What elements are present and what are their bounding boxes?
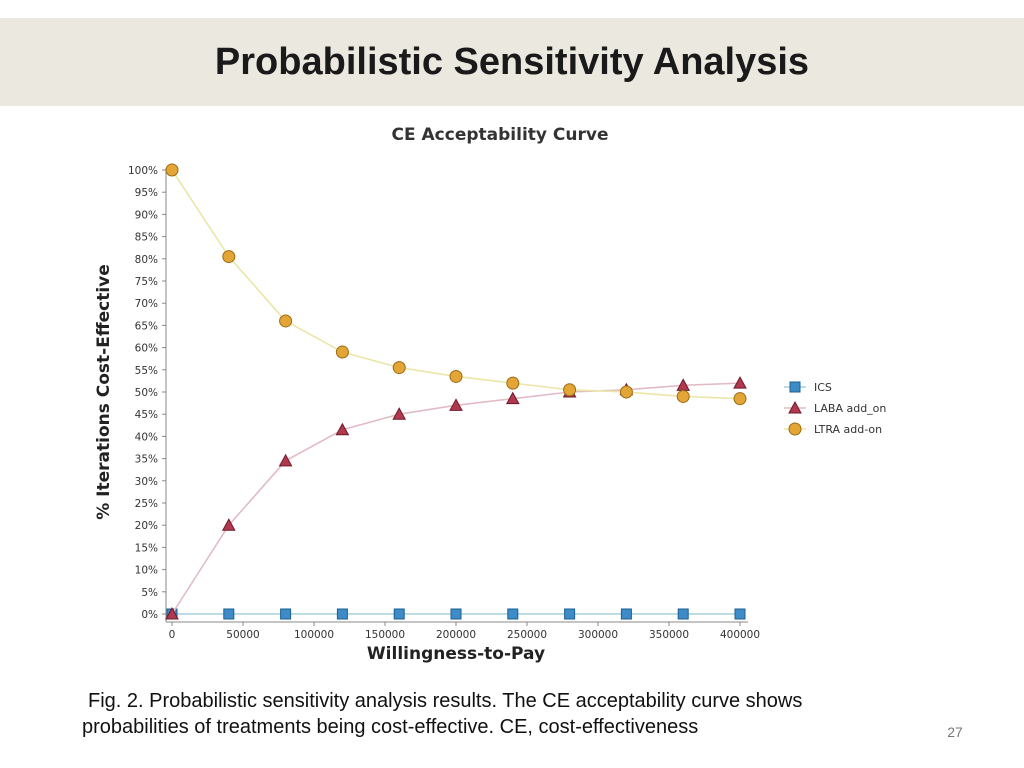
data-point [734, 608, 746, 620]
legend-label: LABA add_on [814, 402, 886, 415]
legend-marker [788, 422, 802, 436]
data-point [392, 361, 406, 375]
x-tick-label: 200000 [436, 629, 476, 641]
x-axis-title: Willingness-to-Pay [367, 644, 545, 664]
x-tick-label: 100000 [294, 629, 334, 641]
data-point [165, 606, 179, 620]
data-point [222, 250, 236, 264]
data-point [393, 608, 405, 620]
chart-title: CE Acceptability Curve [392, 125, 609, 145]
y-tick-label: 5% [141, 587, 158, 599]
legend-item: ICS [784, 381, 832, 394]
y-tick-label: 0% [141, 609, 158, 621]
legend-marker [788, 400, 802, 414]
data-point [564, 608, 576, 620]
title-band [0, 18, 1024, 106]
data-point [221, 518, 236, 531]
x-tick-label: 150000 [365, 629, 405, 641]
y-tick-label: 50% [135, 387, 158, 399]
y-tick-label: 35% [135, 454, 158, 466]
data-point [165, 163, 179, 177]
chart-series [165, 163, 747, 620]
y-tick-label: 20% [135, 520, 158, 532]
series-2 [165, 163, 747, 406]
y-axis-title: % Iterations Cost-Effective [94, 264, 114, 520]
legend-label: ICS [814, 381, 832, 394]
data-point [676, 389, 690, 403]
data-point [619, 385, 633, 399]
y-tick-label: 90% [135, 209, 158, 221]
y-tick-label: 95% [135, 187, 158, 199]
y-tick-label: 30% [135, 476, 158, 488]
caption-line-2: probabilities of treatments being cost-e… [82, 716, 699, 738]
data-point [450, 608, 462, 620]
legend-marker [789, 381, 801, 393]
data-point [335, 345, 349, 359]
data-point [677, 608, 689, 620]
y-tick-label: 55% [135, 365, 158, 377]
series-line [171, 169, 741, 400]
data-point [280, 608, 292, 620]
data-point [507, 608, 519, 620]
y-tick-label: 65% [135, 320, 158, 332]
y-tick-label: 25% [135, 498, 158, 510]
y-tick-label: 70% [135, 298, 158, 310]
x-tick-label: 250000 [507, 629, 547, 641]
x-tick-label: 50000 [226, 629, 259, 641]
y-tick-label: 40% [135, 431, 158, 443]
figure-caption: Fig. 2. Probabilistic sensitivity analys… [82, 688, 922, 740]
data-point [449, 398, 463, 411]
series-0 [166, 608, 746, 620]
y-tick-label: 15% [135, 542, 158, 554]
data-point [392, 407, 407, 420]
legend-item: LABA add_on [784, 400, 886, 415]
x-tick-label: 400000 [720, 629, 760, 641]
y-tick-label: 60% [135, 343, 158, 355]
data-point [336, 608, 348, 620]
series-1 [165, 376, 747, 620]
x-tick-label: 300000 [578, 629, 618, 641]
y-tick-label: 80% [135, 254, 158, 266]
x-tick-label: 350000 [649, 629, 689, 641]
data-point [620, 608, 632, 620]
y-tick-label: 85% [135, 232, 158, 244]
data-point [563, 383, 577, 397]
y-tick-label: 100% [128, 165, 158, 177]
caption-line-1: Fig. 2. Probabilistic sensitivity analys… [88, 690, 803, 712]
data-point [279, 314, 293, 328]
data-point [223, 608, 235, 620]
chart-axes: 0% 5% 10% 15% 20% 25% 30% 35% 40% 45% 50% 55% 60% 65%… [128, 165, 760, 641]
data-point [449, 369, 463, 383]
slide-title: Probabilistic Sensitivity Analysis [214, 40, 810, 83]
data-point [278, 453, 293, 467]
x-tick-label: 0 [169, 629, 176, 641]
y-tick-label: 10% [135, 565, 158, 577]
data-point [506, 376, 520, 390]
y-tick-label: 75% [135, 276, 158, 288]
series-line [171, 382, 741, 615]
acceptability-chart: CE Acceptability Curve % Iterations Cost… [94, 125, 886, 664]
data-point [335, 422, 350, 436]
data-point [733, 392, 747, 406]
page-number: 27 [947, 724, 963, 740]
y-tick-label: 45% [135, 409, 158, 421]
chart-legend: ICS LABA add_on LTRA add-on [784, 381, 886, 436]
legend-label: LTRA add-on [814, 423, 882, 436]
data-point [505, 391, 520, 405]
legend-item: LTRA add-on [784, 422, 882, 436]
data-point [733, 376, 747, 389]
